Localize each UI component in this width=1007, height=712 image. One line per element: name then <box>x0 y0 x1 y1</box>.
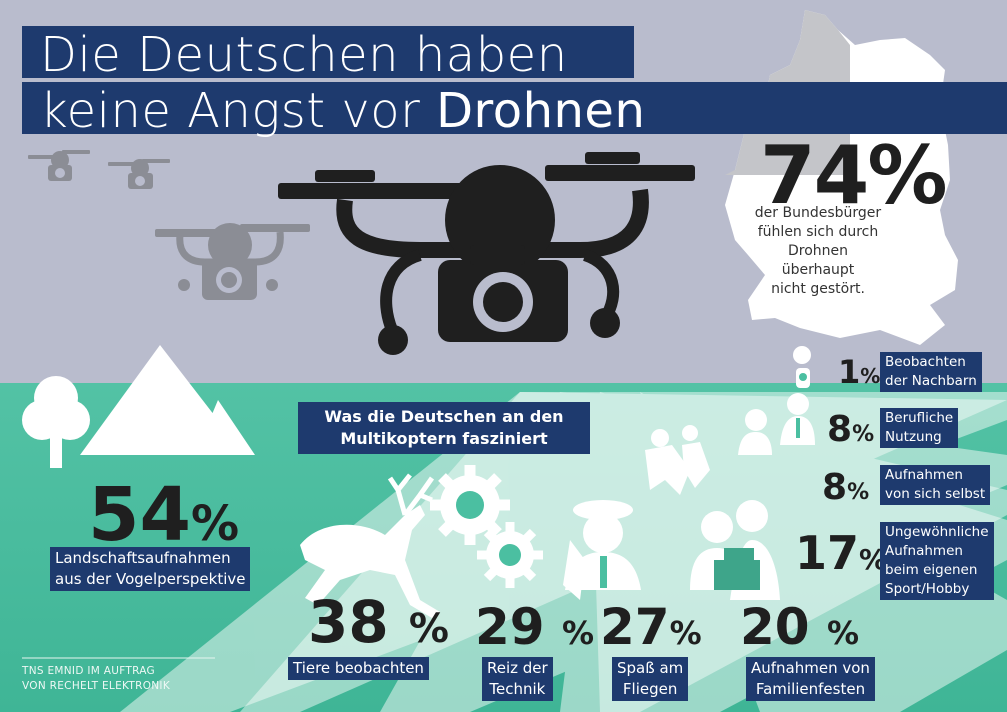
family-icon <box>690 500 780 600</box>
neighbor-icon <box>793 346 811 388</box>
stat-animals-label: Tiere beobachten <box>288 657 429 680</box>
stat-neighbors-value: 1% <box>838 353 881 391</box>
sport-people-icon <box>645 425 710 495</box>
source-note: TNS EMNID IM AUFTRAG VON RECHELT ELEKTRO… <box>22 665 171 692</box>
deer-icon <box>300 473 440 618</box>
stat-selfie-value: 8% <box>822 467 870 508</box>
stat-landscape-value: 54% <box>88 472 240 558</box>
stat-tech-value: 29 % <box>475 598 595 656</box>
stat-neighbors-label: Beobachten der Nachbarn <box>880 352 982 392</box>
title-text-2: keine Angst vor <box>40 83 437 139</box>
stat-landscape-label: Landschaftsaufnahmen aus der Vogelperspe… <box>50 547 251 591</box>
stat-flying-label: Spaß am Fliegen <box>612 657 689 701</box>
subheading-box: Was die Deutschen an den Multikoptern fa… <box>298 402 590 454</box>
stat-sport-label: Ungewöhnliche Aufnahmen beim eigenen Spo… <box>880 522 994 600</box>
headline-percent: 74% <box>760 129 947 222</box>
stat-work-label: Berufliche Nutzung <box>880 408 959 448</box>
small-drone-icon <box>108 159 170 189</box>
business-people-icon <box>738 393 815 455</box>
page-title-line-1: Die Deutschen haben <box>22 26 634 83</box>
stat-animals-value: 38 % <box>308 588 449 656</box>
stat-flying-value: 27% <box>600 598 702 656</box>
title-bold-text: Drohnen <box>436 83 646 139</box>
medium-drone-icon <box>155 223 310 300</box>
headline-description: der Bundesbürger fühlen sich durch Drohn… <box>754 205 882 297</box>
stat-family-value: 20 % <box>740 598 860 656</box>
small-drone-icon <box>28 150 90 181</box>
gear-icon <box>430 465 510 545</box>
tree-icon <box>22 376 90 468</box>
mountains-icon <box>80 345 255 455</box>
title-text-1: Die Deutschen haben <box>40 27 568 83</box>
gear-icon <box>477 522 543 588</box>
pilot-icon <box>563 500 641 600</box>
stat-family-label: Aufnahmen von Familienfesten <box>746 657 875 701</box>
stat-work-value: 8% <box>827 409 875 450</box>
stat-selfie-label: Aufnahmen von sich selbst <box>880 465 991 505</box>
stat-sport-value: 17% <box>795 526 888 580</box>
big-drone-icon <box>278 152 695 355</box>
page-title-line-2: keine Angst vor Drohnen <box>22 82 1007 139</box>
stat-tech-label: Reiz der Technik <box>482 657 553 701</box>
